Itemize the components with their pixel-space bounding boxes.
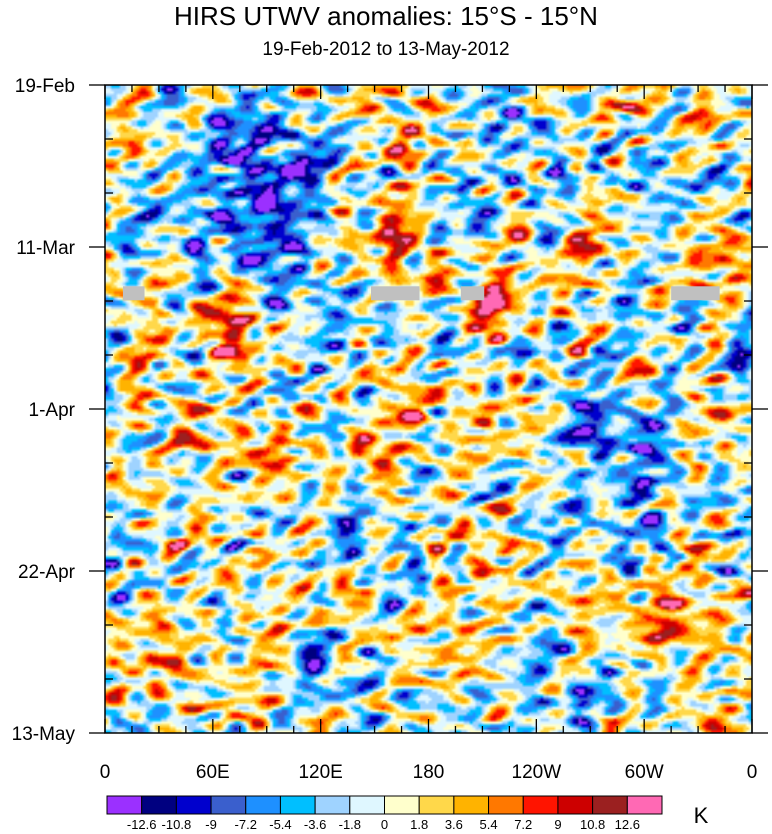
y-tick-label: 22-Apr — [18, 562, 76, 583]
colorbar-swatch — [141, 795, 177, 815]
colorbar-label: 7.2 — [514, 817, 532, 832]
colorbar-swatch — [522, 795, 559, 815]
colorbar-swatch — [418, 795, 455, 815]
colorbar-swatch — [592, 795, 628, 815]
colorbar-label: -3.6 — [304, 817, 326, 832]
colorbar-swatch — [349, 795, 385, 815]
colorbar-label: 0 — [381, 817, 388, 832]
missing-data-bar — [460, 286, 485, 301]
chart-subtitle: 19-Feb-2012 to 13-May-2012 — [262, 39, 510, 60]
colorbar-swatch — [384, 795, 420, 815]
colorbar-swatch — [106, 795, 143, 815]
x-tick-label: 120W — [512, 762, 562, 783]
colorbar-label: -10.8 — [162, 817, 192, 832]
colorbar-label: 12.6 — [615, 817, 640, 832]
anomaly-heatmap — [105, 85, 752, 733]
colorbar-swatch — [557, 795, 594, 815]
y-tick-label: 11-Mar — [16, 238, 75, 259]
x-tick-label: 0 — [747, 762, 758, 783]
x-tick-label: 60W — [625, 762, 664, 783]
colorbar-label: -5.4 — [269, 817, 291, 832]
colorbar-label: 1.8 — [410, 817, 428, 832]
x-tick-label: 60E — [196, 762, 230, 783]
missing-data-bar — [671, 286, 720, 301]
colorbar-swatch — [175, 795, 212, 815]
colorbar-label: -9 — [205, 817, 217, 832]
colorbar-swatch — [245, 795, 281, 815]
x-tick-label: 180 — [413, 762, 445, 783]
colorbar: -12.6 -10.8 -9 -7.2 -5.4 -3.6 -1.8 0 1.8 3.6 5.4 7.… — [106, 795, 663, 832]
colorbar-swatch — [279, 795, 316, 815]
y-tick-label: 13-May — [12, 724, 76, 745]
axis-labels: 0 60E 120E 180 120W 60W 0 19-Feb 11-Mar 1-Apr 22-A… — [12, 76, 758, 783]
missing-data-bar — [122, 286, 145, 301]
colorbar-label: 10.8 — [580, 817, 605, 832]
colorbar-swatch — [488, 795, 524, 815]
colorbar-swatch — [626, 795, 663, 815]
colorbar-swatch — [453, 795, 490, 815]
axis-ticks — [89, 84, 768, 734]
colorbar-swatch — [314, 795, 351, 815]
missing-data-layer — [122, 286, 720, 301]
colorbar-label: -7.2 — [235, 817, 257, 832]
y-tick-label: 19-Feb — [15, 76, 75, 97]
colorbar-label: 3.6 — [445, 817, 463, 832]
colorbar-label: -12.6 — [127, 817, 157, 832]
colorbar-label: -1.8 — [339, 817, 361, 832]
colorbar-units: K — [694, 803, 709, 828]
chart-title: HIRS UTWV anomalies: 15°S - 15°N — [174, 1, 598, 31]
colorbar-swatch — [210, 795, 247, 815]
missing-data-bar — [370, 286, 420, 301]
x-tick-label: 120E — [298, 762, 342, 783]
x-tick-label: 0 — [100, 762, 111, 783]
colorbar-label: 5.4 — [480, 817, 498, 832]
colorbar-label: 9 — [554, 817, 561, 832]
y-tick-label: 1-Apr — [29, 400, 76, 421]
